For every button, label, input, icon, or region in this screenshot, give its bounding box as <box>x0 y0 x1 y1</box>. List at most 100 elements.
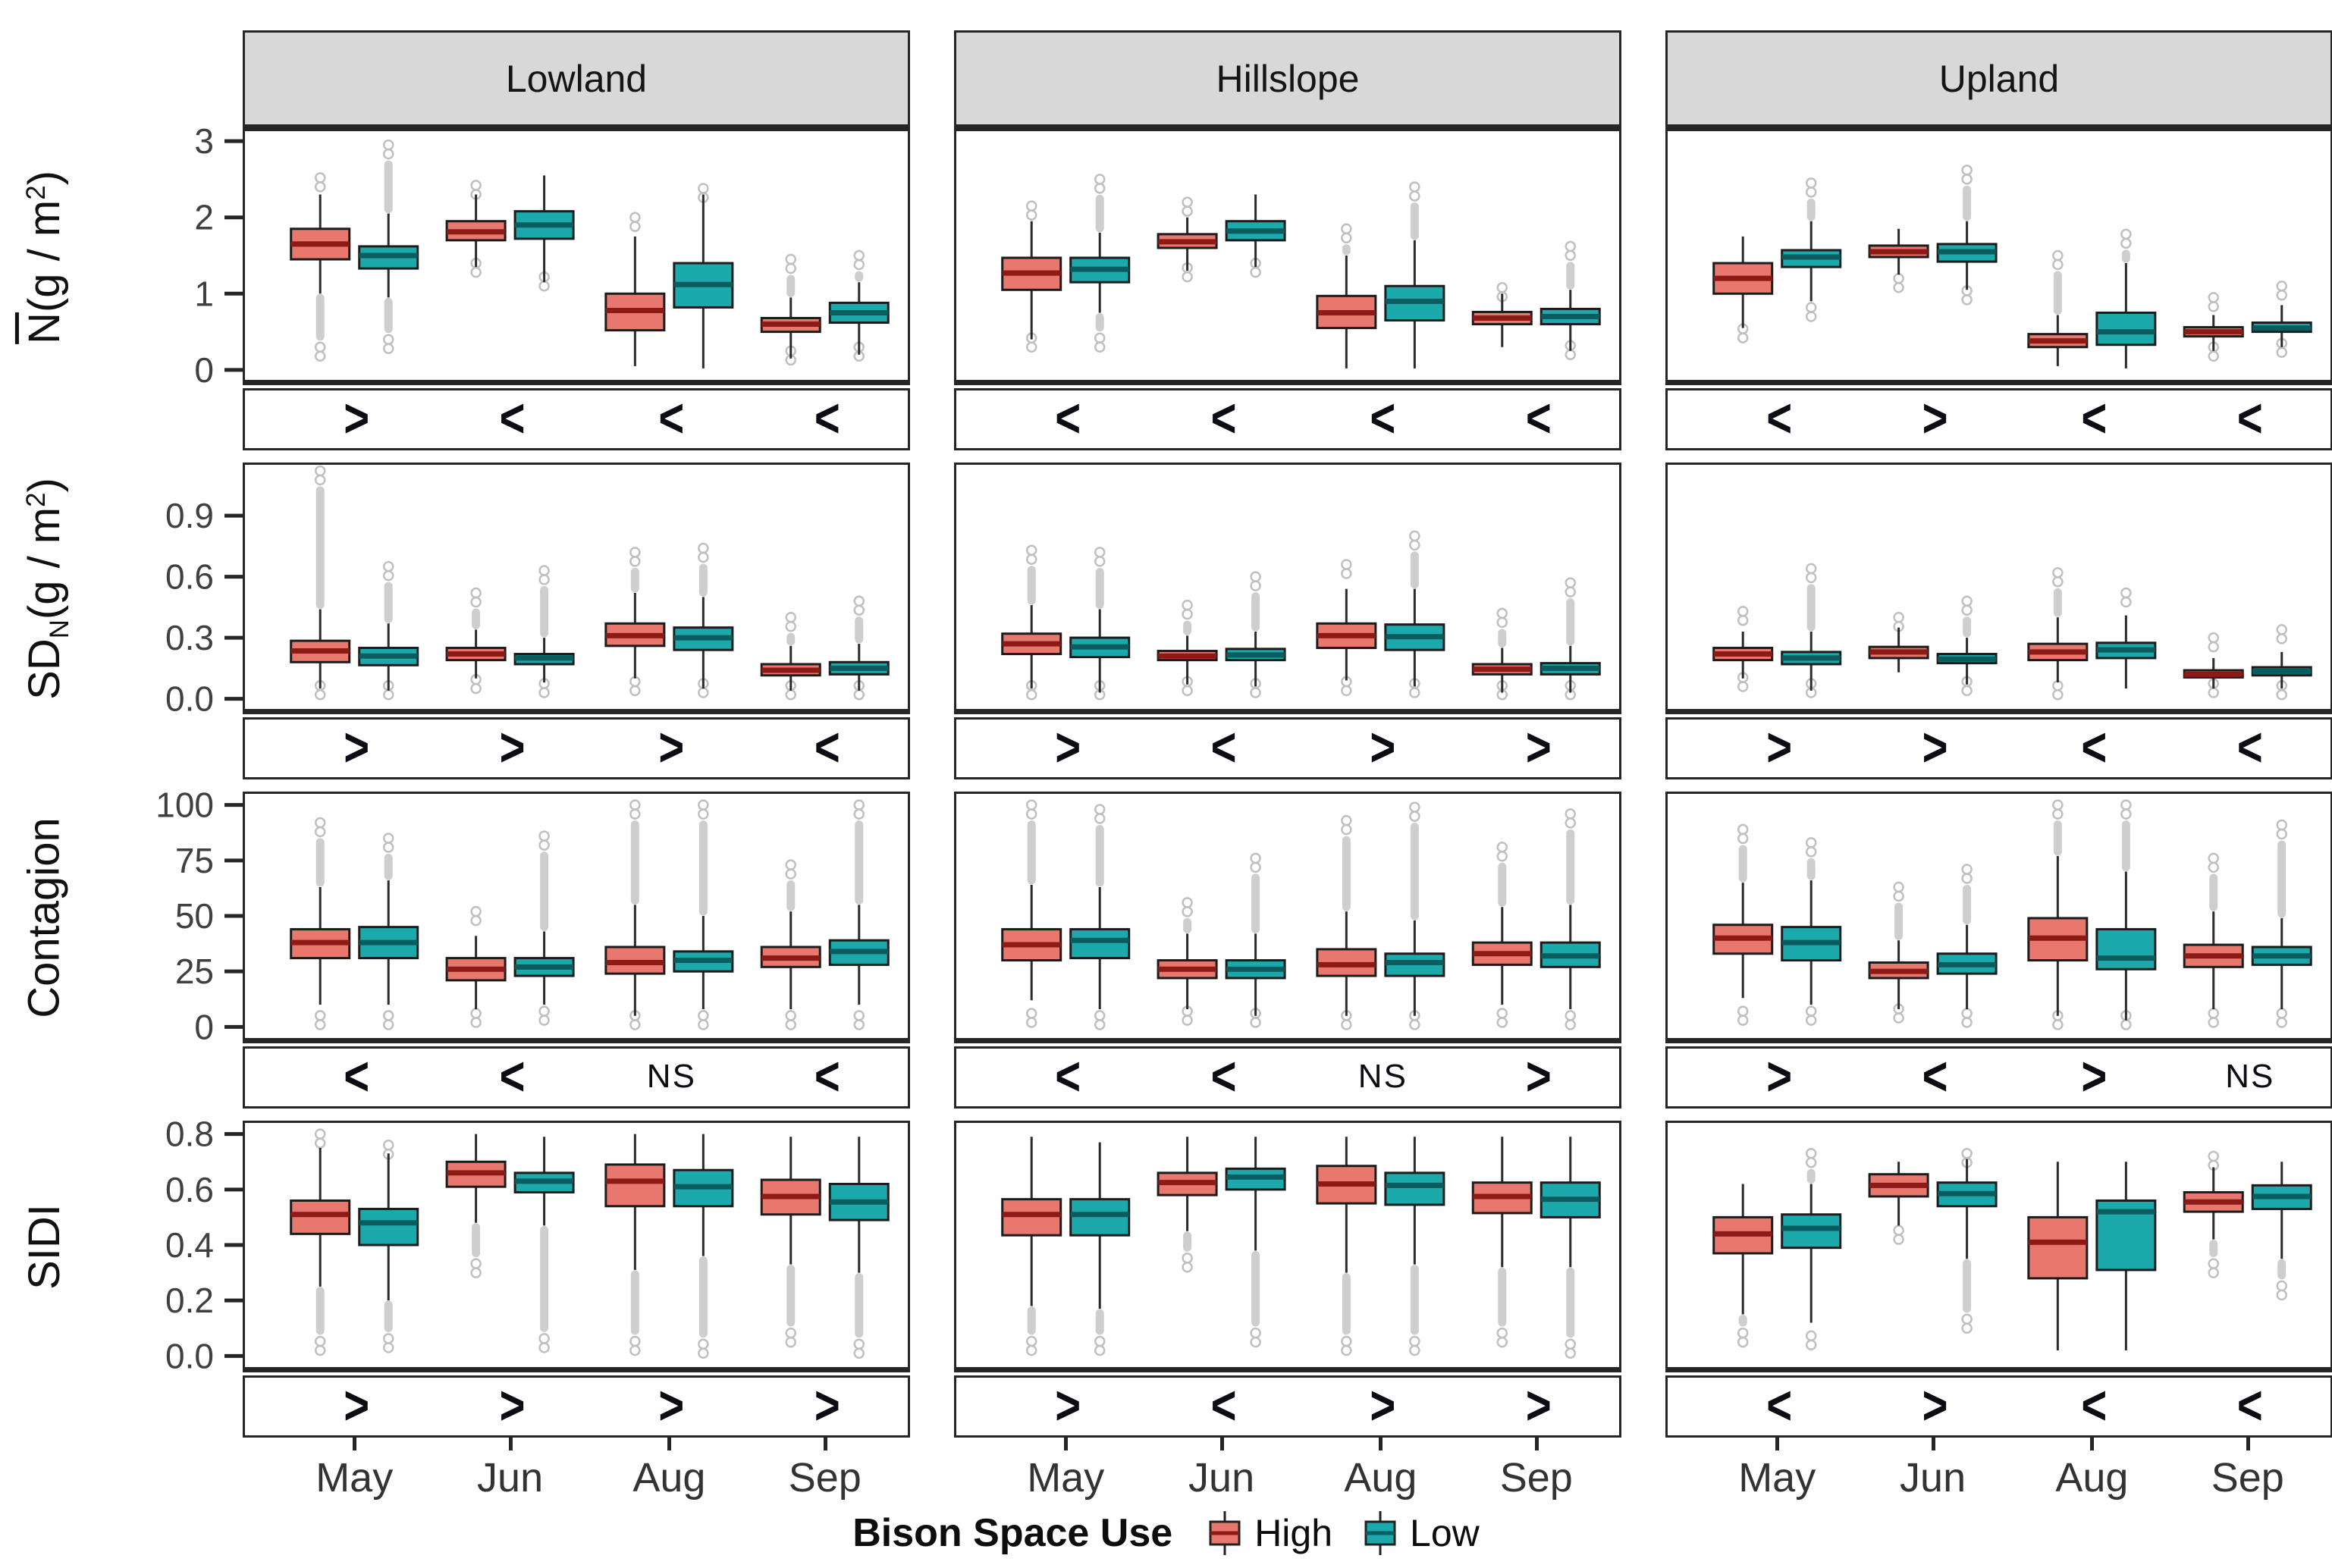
legend-item-label: High <box>1254 1512 1333 1554</box>
panel-canvas <box>1001 799 1601 1030</box>
panel-canvas <box>1712 563 2312 701</box>
box-low-aug <box>2095 228 2157 368</box>
facet-header-upland: Upland <box>1665 30 2332 129</box>
box-high-jun <box>1157 1137 1218 1273</box>
box-high-jun <box>1868 881 1929 1024</box>
box-high-aug <box>604 799 666 1030</box>
significance-symbol: > <box>1922 716 1948 778</box>
legend-item-high: High <box>1207 1508 1332 1558</box>
significance-symbol: < <box>499 387 526 449</box>
legend: Bison Space Use High Low <box>0 1504 2332 1562</box>
panel-canvas <box>290 799 890 1030</box>
box-low-jun <box>1936 1148 1998 1334</box>
box-low-sep <box>828 1137 890 1359</box>
significance-symbol: > <box>1922 387 1948 449</box>
y-axis-label-text: Contagion <box>19 817 69 1018</box>
significance-symbol: > <box>1922 1374 1948 1436</box>
y-tick-label: 0.4 <box>165 1225 214 1265</box>
significance-symbol: < <box>814 1045 840 1107</box>
significance-symbol: < <box>1922 1045 1948 1107</box>
box-low-sep <box>828 799 890 1030</box>
box-high-jun <box>1868 1162 1929 1245</box>
box-low-may <box>358 139 419 354</box>
significance-symbol: > <box>499 716 526 778</box>
box-low-may <box>358 1140 419 1353</box>
boxplot-panel-upland-sidi <box>1665 1121 2332 1372</box>
significance-symbol: < <box>1055 387 1081 449</box>
boxplot-panel-hillslope-contagion <box>954 792 1621 1043</box>
significance-symbol: NS <box>646 1058 696 1095</box>
box-high-sep <box>2183 1150 2244 1278</box>
box-high-may <box>1001 1137 1062 1356</box>
y-tick-label: 50 <box>175 896 214 936</box>
box-high-sep <box>760 859 821 1030</box>
x-tick-label-sep: Sep <box>1499 1455 1573 1501</box>
facet-header-label: Lowland <box>505 57 648 100</box>
significance-symbol: < <box>1766 387 1793 449</box>
box-high-sep <box>760 612 821 701</box>
y-tick-label: 0.8 <box>165 1115 214 1154</box>
significance-symbol: > <box>344 387 370 449</box>
significance-symbol: < <box>1766 1374 1793 1436</box>
box-low-aug <box>2095 799 2157 1030</box>
y-tick-label: 3 <box>194 121 214 161</box>
significance-symbol: > <box>814 1374 840 1436</box>
box-low-sep <box>828 595 890 701</box>
box-low-jun <box>1225 1137 1286 1348</box>
y-axis-label-sd_n: SDN(g / m2) <box>5 463 83 714</box>
significance-symbol: < <box>2081 387 2108 449</box>
significance-symbol: < <box>814 716 840 778</box>
x-tick-mark <box>353 1438 357 1450</box>
facet-header-label: Upland <box>1938 57 2060 100</box>
y-axis-sd_n: 0.9 0.6 0.3 0.0 <box>165 496 243 719</box>
significance-symbol: < <box>344 1045 370 1107</box>
y-tick-label: 1 <box>194 274 214 313</box>
x-tick-mark <box>508 1438 513 1450</box>
significance-symbol: > <box>1766 716 1793 778</box>
box-low-sep <box>2251 280 2312 359</box>
box-high-sep <box>760 1137 821 1348</box>
box-low-may <box>1781 563 1842 698</box>
x-tick-label-aug: Aug <box>2055 1455 2129 1501</box>
facet-header-lowland: Lowland <box>243 30 910 129</box>
y-axis-n_mean: 3 2 1 0 <box>194 121 243 390</box>
box-low-aug <box>673 799 734 1030</box>
boxplot-panel-upland-n_mean <box>1665 129 2332 385</box>
box-low-jun <box>513 830 575 1026</box>
legend-item-label: Low <box>1410 1512 1480 1554</box>
boxplot-panel-lowland-n_mean <box>243 129 910 385</box>
significance-symbol: < <box>1525 387 1552 449</box>
box-low-aug <box>2095 1162 2157 1351</box>
significance-symbol: > <box>658 716 685 778</box>
x-tick-mark <box>1379 1438 1383 1450</box>
box-high-jun <box>445 905 507 1028</box>
x-tick-mark <box>2246 1438 2250 1450</box>
panel-canvas <box>1712 1148 2312 1351</box>
x-tick-mark <box>1931 1438 1935 1450</box>
box-high-sep <box>760 253 821 366</box>
box-high-may <box>290 1128 351 1356</box>
significance-symbol: < <box>2081 716 2108 778</box>
x-tick-label-sep: Sep <box>2211 1455 2284 1501</box>
y-tick-label: 0 <box>194 350 214 390</box>
y-tick-label: 0.0 <box>165 1336 214 1375</box>
box-low-may <box>1069 174 1131 353</box>
x-tick-label-jun: Jun <box>1188 1455 1255 1501</box>
box-high-sep <box>2183 632 2244 698</box>
box-low-jun <box>1936 165 1998 306</box>
box-high-aug <box>1316 814 1377 1030</box>
box-low-sep <box>2251 624 2312 701</box>
box-low-may <box>1069 1142 1131 1356</box>
y-tick-label: 0.6 <box>165 557 214 597</box>
boxplot-panel-lowland-sd_n <box>243 463 910 714</box>
box-high-may <box>1001 200 1062 353</box>
box-high-aug <box>1316 559 1377 697</box>
boxplot-panel-hillslope-sd_n <box>954 463 1621 714</box>
y-tick-label: 75 <box>175 841 214 880</box>
significance-symbol: > <box>1525 1045 1552 1107</box>
y-axis-sidi: 0.8 0.6 0.4 0.2 0.0 <box>165 1115 243 1375</box>
significance-symbol: < <box>658 387 685 449</box>
significance-symbol: < <box>1055 1045 1081 1107</box>
box-low-aug <box>1384 530 1445 698</box>
